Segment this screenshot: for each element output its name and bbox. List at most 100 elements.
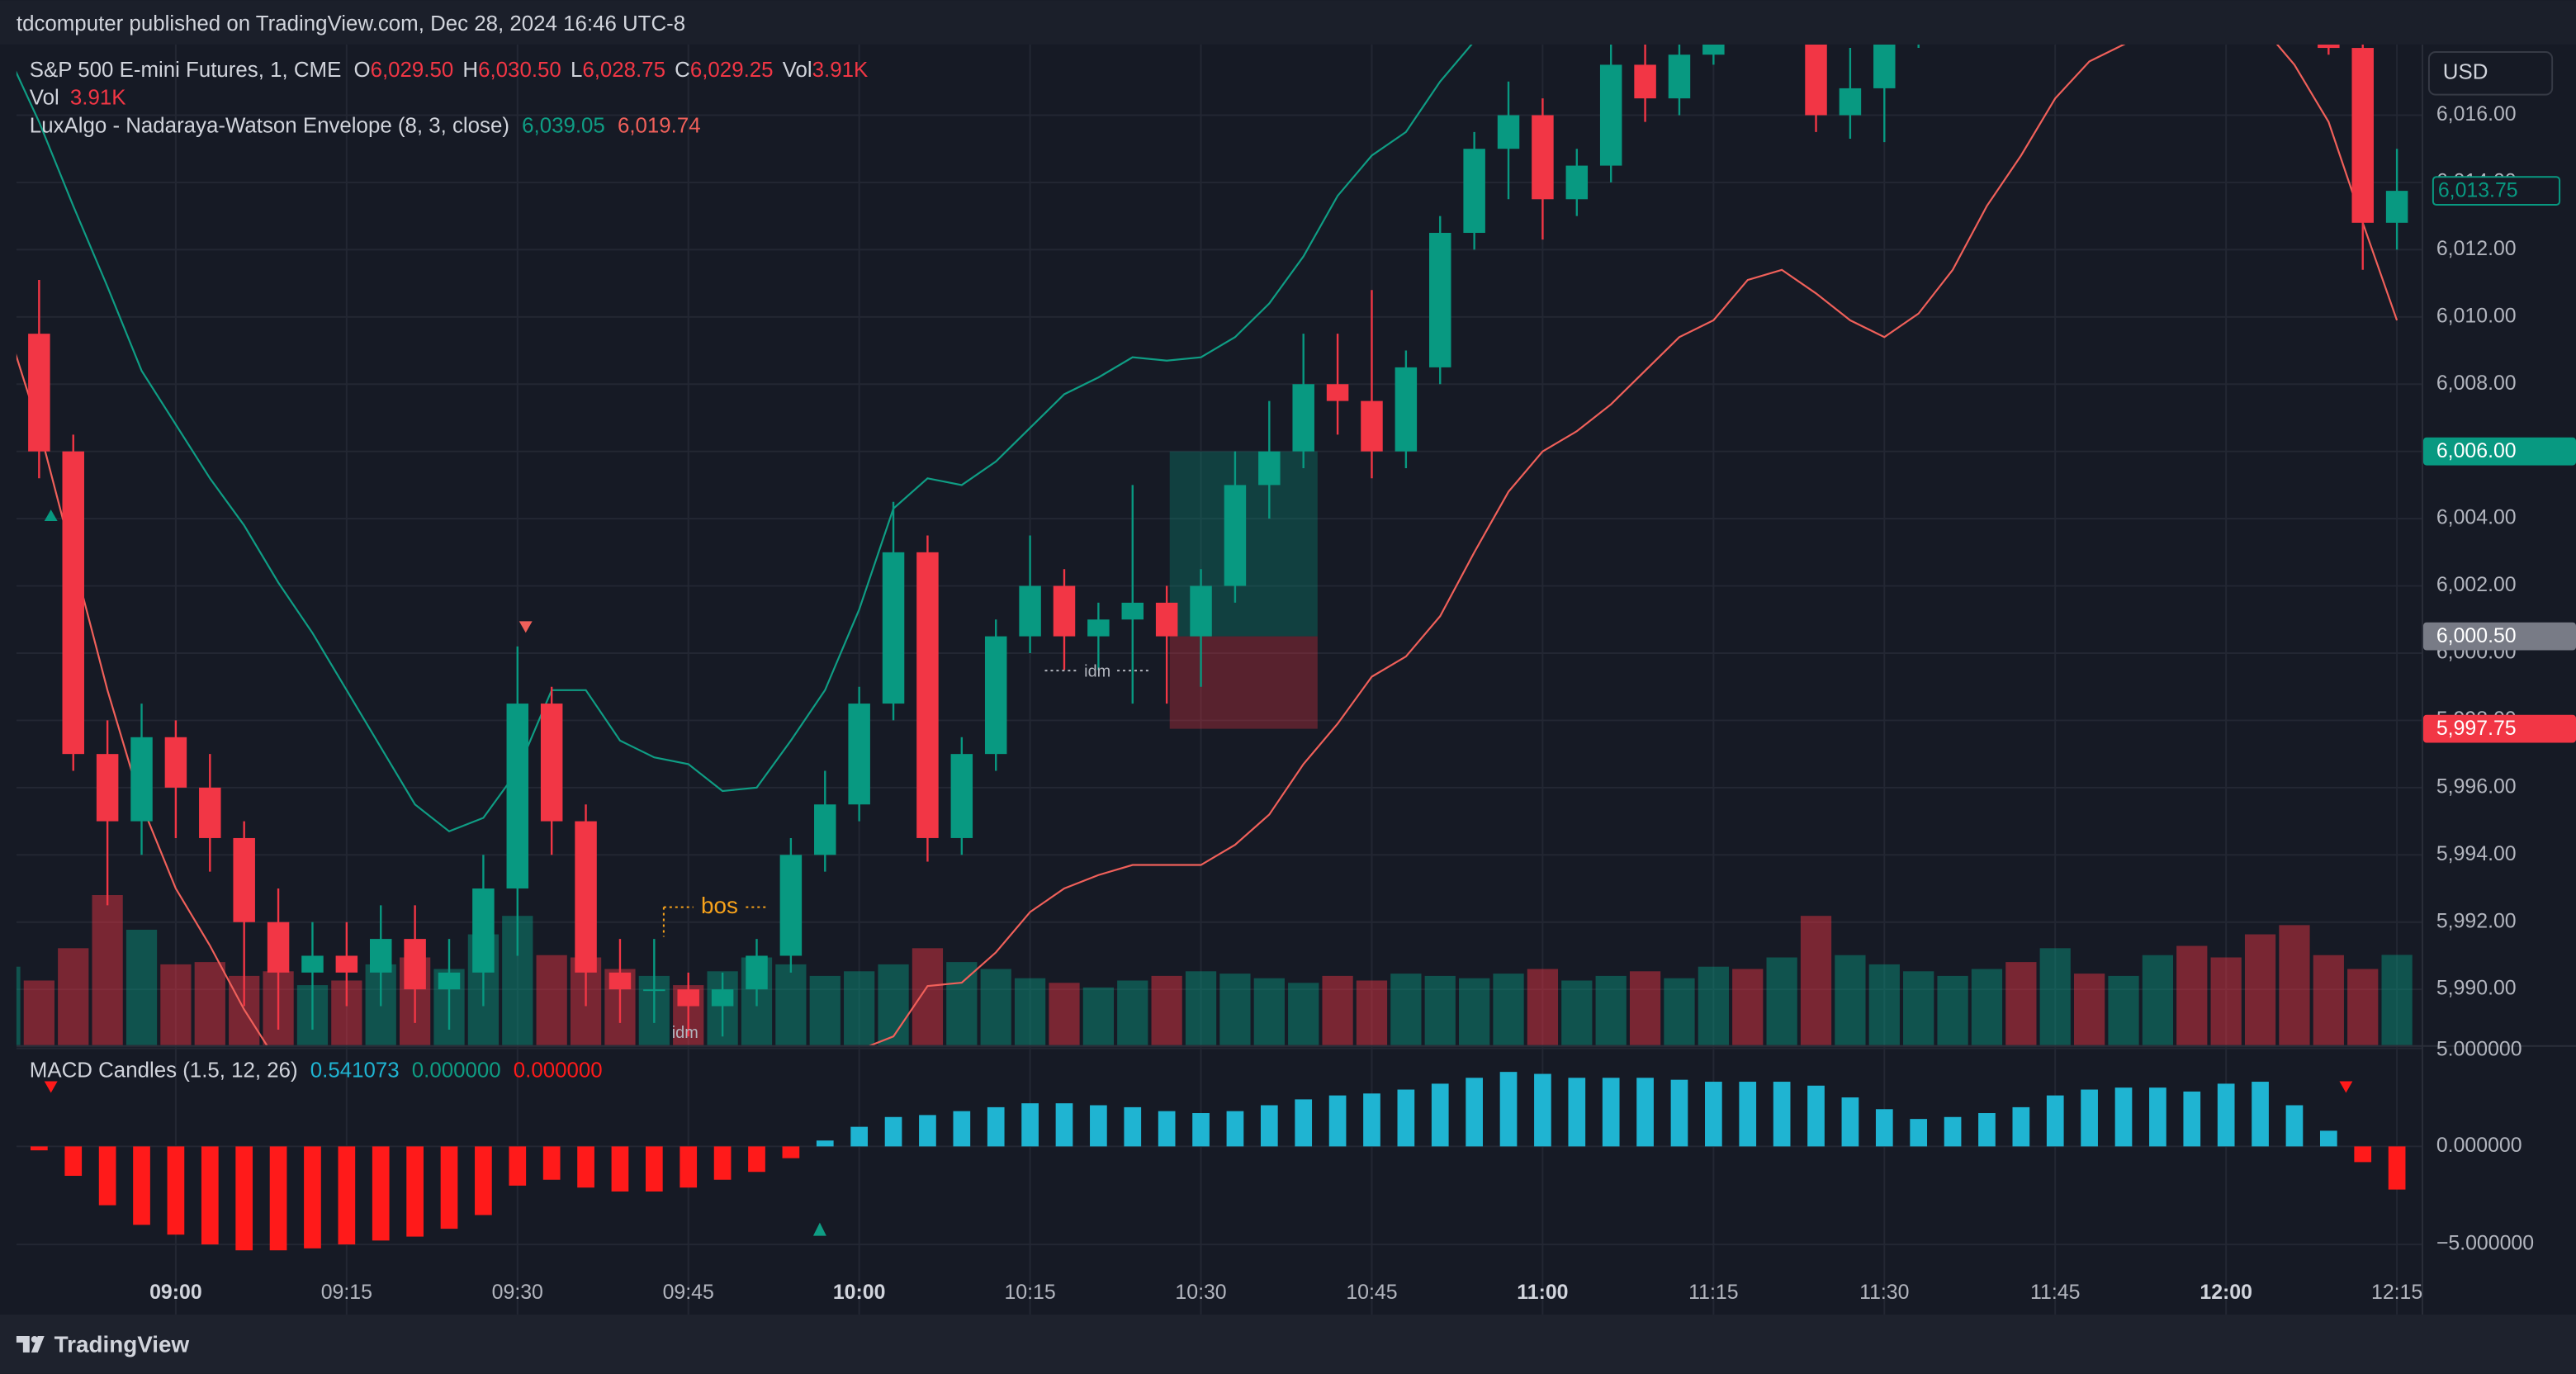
y-tick-label: 5,992.00 <box>2436 909 2517 932</box>
x-tick-label: 09:00 <box>149 1281 202 1304</box>
y-tick-label: 5,996.00 <box>2436 775 2517 798</box>
x-tick-label: 10:00 <box>833 1281 886 1304</box>
price-label-box <box>2422 714 2576 743</box>
y-tick-label: 5,994.00 <box>2436 842 2517 865</box>
volume-bar <box>775 964 807 1045</box>
macd-bar <box>1636 1078 1654 1147</box>
volume-bar <box>1835 955 1866 1045</box>
buy-marker <box>44 509 58 522</box>
x-tick-label: 09:15 <box>321 1281 372 1304</box>
volume-bar <box>1219 974 1251 1045</box>
volume-legend: Vol 3.91K <box>30 86 126 109</box>
position-zone <box>1169 636 1318 729</box>
macd-sell-marker <box>44 1081 58 1093</box>
macd-bar <box>2285 1105 2304 1147</box>
macd-bar <box>2183 1091 2201 1147</box>
candle-body <box>1429 233 1451 367</box>
y-tick-label: 6,004.00 <box>2436 506 2517 529</box>
volume-bar <box>58 948 89 1045</box>
macd-bar <box>1431 1083 1449 1147</box>
macd-bar <box>919 1115 936 1147</box>
publish-note: tdcomputer published on TradingView.com,… <box>17 12 685 36</box>
volume-bar <box>1664 978 1695 1045</box>
candle-body <box>1053 585 1076 637</box>
macd-bar <box>1773 1082 1791 1147</box>
macd-buy-marker <box>812 1222 826 1236</box>
candle-body <box>1361 400 1383 452</box>
legend-key: MACD Candles (1.5, 12, 26) <box>30 1059 298 1082</box>
x-tick-label: 09:30 <box>492 1281 543 1304</box>
legend-value: 0.541073 <box>310 1059 400 1082</box>
y-tick-label: 6,010.00 <box>2436 304 2517 327</box>
macd-bar <box>2149 1087 2166 1147</box>
currency-button[interactable] <box>2427 50 2554 96</box>
candles <box>28 44 2408 1037</box>
candle-body <box>1292 384 1314 452</box>
candle-body <box>62 451 84 755</box>
volume-bar <box>1493 974 1524 1045</box>
volume-bar <box>1732 969 1764 1045</box>
macd-bar <box>816 1140 834 1147</box>
volume-bar <box>1868 964 1900 1045</box>
tradingview-logo <box>16 1335 45 1353</box>
volume-bar <box>946 962 978 1045</box>
macd-bar <box>1363 1093 1380 1147</box>
volume-bar <box>92 895 123 1045</box>
macd-bar <box>713 1146 732 1180</box>
envelope-line <box>16 44 2398 1045</box>
macd-bar <box>1295 1099 1313 1147</box>
candle-body <box>1873 44 1896 88</box>
candle-body <box>1497 115 1520 149</box>
candle-body <box>233 837 255 922</box>
volume-bar <box>1971 969 2003 1045</box>
currency-label[interactable]: USD <box>2443 61 2488 84</box>
macd-legend: MACD Candles (1.5, 12, 26) 0.541073 0.00… <box>30 1059 603 1082</box>
legend-key: LuxAlgo - Nadaraya-Watson Envelope (8, 3… <box>30 114 509 137</box>
candle-body <box>1087 619 1110 637</box>
candle-body <box>2318 44 2340 49</box>
y-tick-label: −5.000000 <box>2436 1232 2534 1255</box>
price-label-box <box>2422 622 2576 651</box>
candle-body <box>2351 48 2374 223</box>
volume-bar <box>2279 925 2310 1045</box>
x-tick-label: 12:00 <box>2200 1281 2252 1304</box>
macd-bar <box>201 1146 219 1245</box>
legend-value: 6,028.75 <box>582 59 665 82</box>
candle-body <box>28 334 50 452</box>
volume-bar <box>1288 983 1319 1045</box>
macd-bar <box>235 1146 253 1251</box>
candle-body <box>267 922 290 973</box>
volume-bar <box>1151 975 1182 1045</box>
legend-key: L <box>571 59 582 82</box>
macd-bar <box>1602 1078 1620 1147</box>
legend-value: 6,039.05 <box>522 114 605 137</box>
macd-bar <box>1226 1111 1244 1147</box>
macd-sell-marker <box>2339 1081 2353 1093</box>
macd-bar <box>1397 1089 1415 1147</box>
volume-bar <box>194 962 225 1045</box>
macd-bar <box>1841 1097 1859 1147</box>
macd-bar <box>680 1146 698 1188</box>
macd-bar <box>953 1111 971 1147</box>
macd-bar <box>133 1146 150 1225</box>
volume-bar <box>2381 955 2413 1045</box>
x-tick-label: 10:15 <box>1004 1281 1055 1304</box>
macd-bar <box>2252 1082 2269 1147</box>
macd-bar <box>372 1146 390 1241</box>
candle-body <box>746 955 768 990</box>
price-label: 6,006.00 <box>2436 439 2517 462</box>
macd-bar <box>1055 1103 1073 1147</box>
candle-body <box>1532 115 1554 200</box>
macd-bar <box>1670 1079 1688 1147</box>
volume-bar <box>1561 980 1593 1045</box>
y-tick-label: 5,990.00 <box>2436 977 2517 1000</box>
candle-body <box>369 939 392 973</box>
macd-bar <box>2217 1083 2235 1147</box>
volume-bar <box>1082 987 1115 1045</box>
candle-body <box>404 939 426 990</box>
candle-body <box>1839 88 1862 116</box>
candle-body <box>506 704 529 889</box>
volume-bar <box>1595 975 1627 1045</box>
